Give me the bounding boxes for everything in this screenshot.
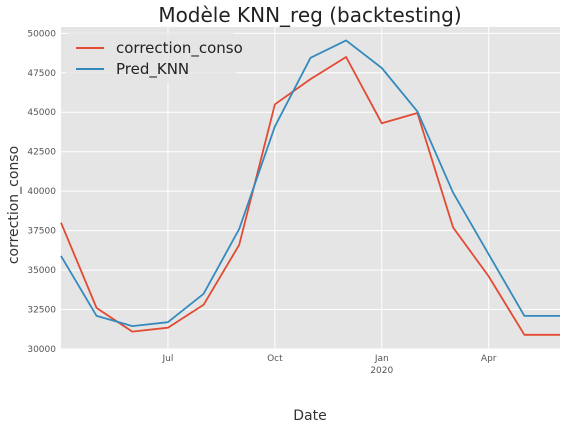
y-tick-label: 42500 <box>27 148 56 158</box>
x-tick-label: Apr <box>481 354 497 364</box>
x-tick-label: Jul <box>161 354 173 364</box>
chart-title: Modèle KNN_reg (backtesting) <box>158 3 461 27</box>
x-tick-sublabel: 2020 <box>370 366 393 376</box>
series-lines <box>60 39 560 336</box>
legend-box <box>66 33 236 83</box>
x-tick-label: Jan <box>374 354 389 364</box>
series-line-correction-conso <box>60 56 560 336</box>
y-tick-label: 35000 <box>27 266 56 276</box>
x-tick-label: Oct <box>267 354 283 364</box>
y-tick-labels: 30000 32500 35000 37500 40000 42500 45000 47500… <box>27 29 56 355</box>
x-axis-label: Date <box>293 408 326 424</box>
y-tick-label: 32500 <box>27 306 56 316</box>
y-tick-label: 50000 <box>27 29 56 39</box>
series-line-pred-knn <box>60 39 560 328</box>
y-axis-label: correction_conso <box>6 146 22 264</box>
y-tick-label: 37500 <box>27 227 56 237</box>
x-tick-labels: Jul Oct Jan 2020 Apr <box>161 354 496 376</box>
y-tick-label: 47500 <box>27 69 56 79</box>
y-tick-label: 45000 <box>27 108 56 118</box>
legend-label-pred-knn: Pred_KNN <box>116 60 189 79</box>
y-tick-label: 30000 <box>27 345 56 355</box>
legend: correction_conso Pred_KNN <box>66 33 243 83</box>
legend-label-correction-conso: correction_conso <box>116 39 243 58</box>
y-tick-label: 40000 <box>27 187 56 197</box>
